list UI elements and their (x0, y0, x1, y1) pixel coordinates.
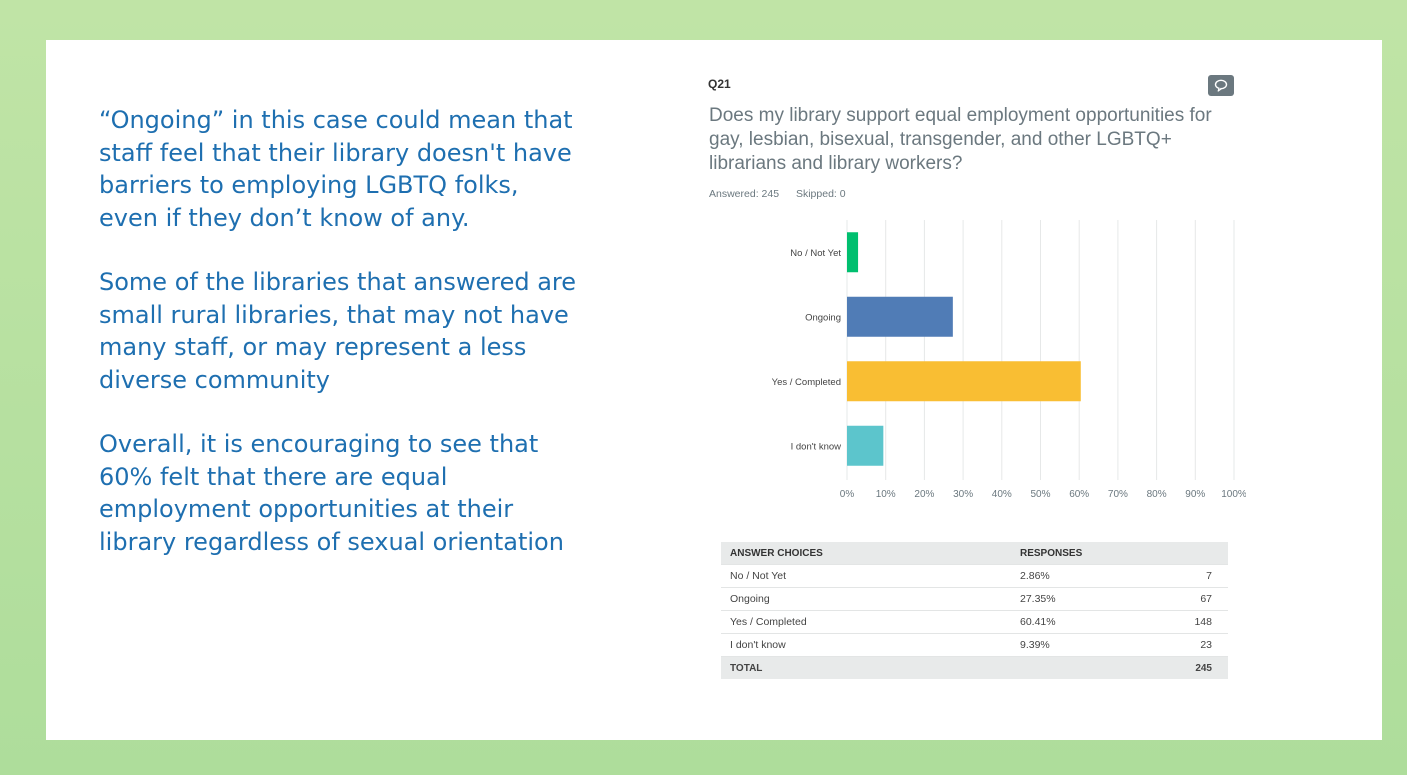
response-percent: 60.41% (1011, 610, 1153, 634)
x-tick-label: 90% (1185, 489, 1205, 500)
bar (847, 361, 1081, 402)
category-label: I don't know (791, 441, 842, 452)
x-tick-label: 70% (1108, 489, 1128, 500)
table-total-row: TOTAL 245 (721, 656, 1228, 679)
table-header-row: ANSWER CHOICES RESPONSES (721, 542, 1228, 565)
answered-count: Answered: 245 (709, 188, 780, 200)
total-count: 245 (1152, 656, 1228, 679)
answer-choice: No / Not Yet (721, 564, 1011, 588)
response-count: 7 (1152, 564, 1228, 588)
question-number: Q21 (708, 77, 731, 91)
table-header: ANSWER CHOICES (721, 542, 1011, 565)
x-tick-label: 40% (992, 489, 1012, 500)
x-tick-label: 80% (1147, 489, 1167, 500)
table-row: I don't know 9.39% 23 (721, 633, 1228, 657)
results-table: ANSWER CHOICES RESPONSES No / Not Yet 2.… (721, 542, 1228, 679)
table-header (1152, 542, 1228, 565)
response-meta: Answered: 245 Skipped: 0 (709, 188, 846, 200)
x-tick-label: 30% (953, 489, 973, 500)
slide: “Ongoing” in this case could mean that s… (46, 40, 1382, 740)
response-count: 148 (1152, 610, 1228, 634)
x-tick-label: 50% (1030, 489, 1050, 500)
table-row: No / Not Yet 2.86% 7 (721, 564, 1228, 588)
total-percent (1011, 656, 1153, 679)
x-tick-label: 20% (914, 489, 934, 500)
answer-choice: Yes / Completed (721, 610, 1011, 634)
commentary-paragraph: “Ongoing” in this case could mean that s… (99, 106, 573, 232)
category-label: Yes / Completed (772, 377, 841, 388)
table-row: Ongoing 27.35% 67 (721, 587, 1228, 611)
comment-icon (1214, 79, 1228, 92)
response-percent: 27.35% (1011, 587, 1153, 611)
table-header: RESPONSES (1011, 542, 1153, 565)
category-label: No / Not Yet (790, 248, 841, 259)
total-label: TOTAL (721, 656, 1011, 679)
response-count: 67 (1152, 587, 1228, 611)
comment-button[interactable] (1208, 75, 1234, 96)
commentary-paragraph: Some of the libraries that answered are … (99, 268, 577, 394)
question-text: Does my library support equal employment… (709, 105, 1212, 174)
bar (847, 425, 884, 466)
response-percent: 9.39% (1011, 633, 1153, 657)
x-tick-label: 60% (1069, 489, 1089, 500)
answer-choice: I don't know (721, 633, 1011, 657)
bar-chart: 0% 10% 20% 30% 40% 50% 60% 70% 80% 90% 100% No / No… (772, 220, 1246, 500)
response-percent: 2.86% (1011, 564, 1153, 588)
bar (847, 232, 859, 273)
category-label: Ongoing (805, 312, 841, 323)
table-row: Yes / Completed 60.41% 148 (721, 610, 1228, 634)
commentary-paragraph: Overall, it is encouraging to see that 6… (99, 430, 564, 556)
bar (847, 296, 953, 337)
x-tick-label: 100% (1221, 489, 1246, 500)
commentary-text: “Ongoing” in this case could mean that s… (99, 104, 579, 590)
x-tick-label: 0% (840, 489, 855, 500)
response-count: 23 (1152, 633, 1228, 657)
x-tick-label: 10% (876, 489, 896, 500)
answer-choice: Ongoing (721, 587, 1011, 611)
skipped-count: Skipped: 0 (795, 188, 846, 200)
